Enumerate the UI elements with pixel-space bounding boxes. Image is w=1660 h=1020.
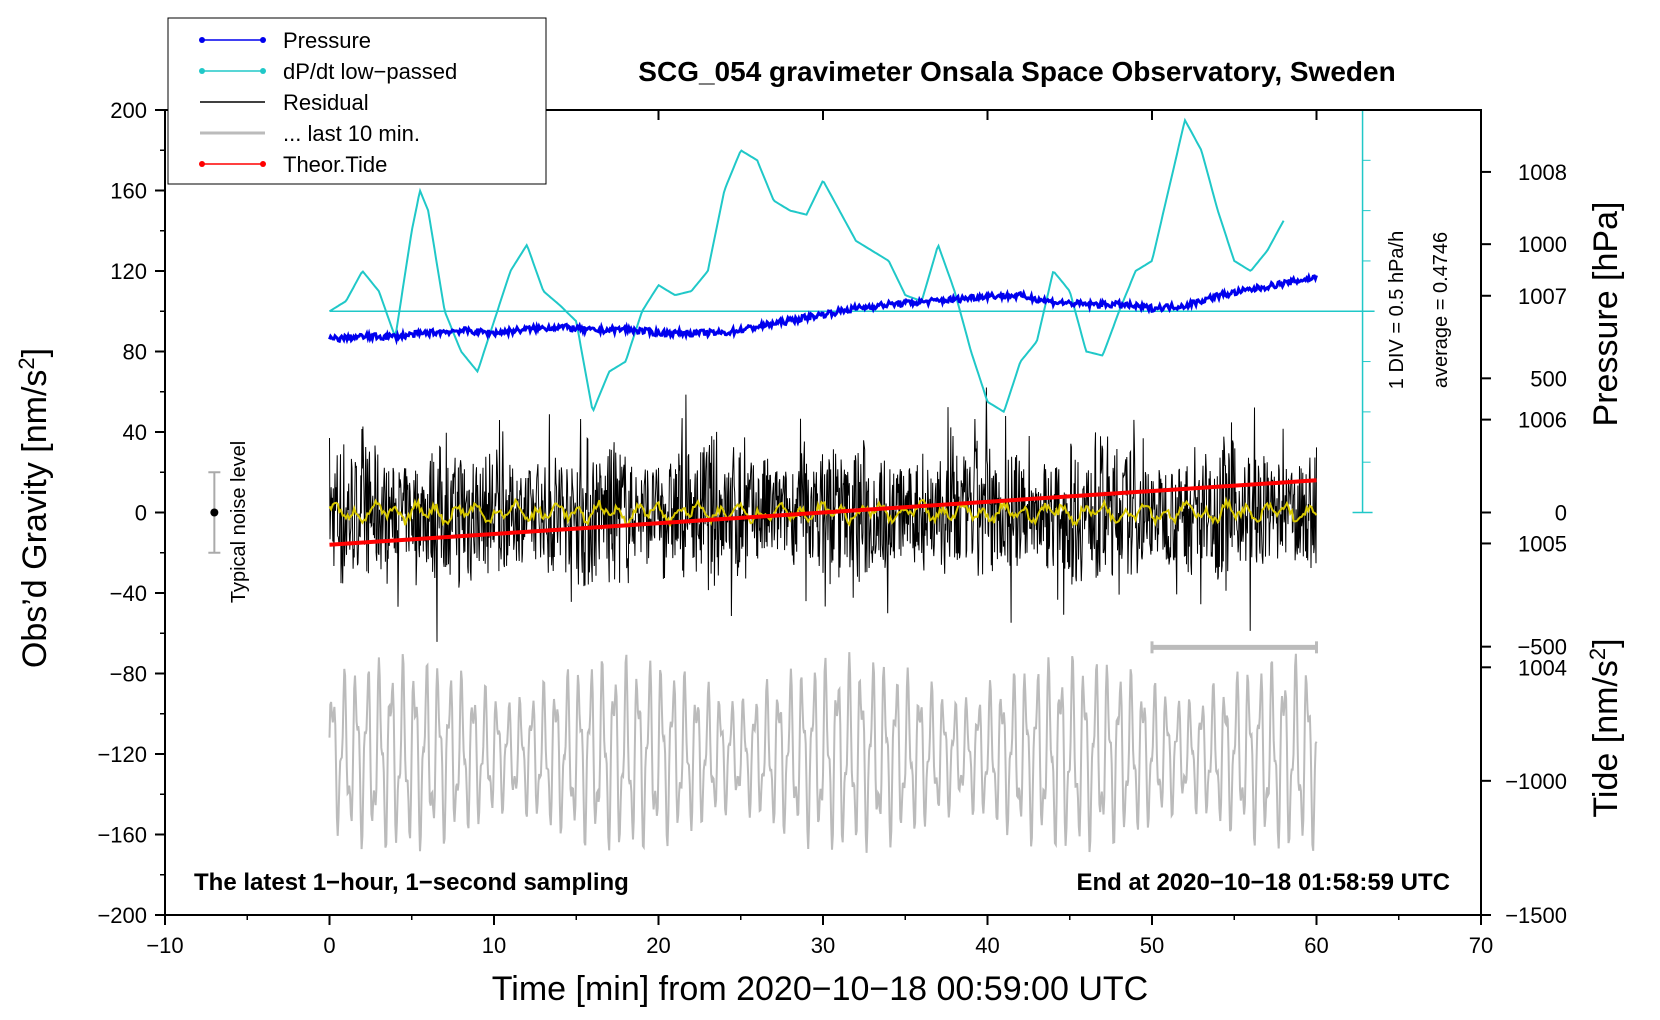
legend-marker xyxy=(260,161,266,167)
x-tick-label: 10 xyxy=(482,933,506,958)
residual-line xyxy=(329,387,1317,642)
tide-tick-label: 500 xyxy=(1530,366,1567,391)
pressure-tick-label: 1006 xyxy=(1518,408,1567,433)
pressure-axis-title: Pressure [hPa] xyxy=(1587,202,1625,427)
x-tick-label: −10 xyxy=(146,933,183,958)
x-tick-label: 60 xyxy=(1304,933,1328,958)
sampling-annotation: The latest 1−hour, 1−second sampling xyxy=(194,869,629,896)
tide-axis-title: Tide [nm/s2] xyxy=(1585,638,1626,817)
dpdt-line xyxy=(328,117,1285,414)
y-tick-label: −160 xyxy=(97,823,147,848)
x-tick-label: 30 xyxy=(811,933,835,958)
legend-label: Residual xyxy=(283,90,369,115)
end-time-annotation: End at 2020−10−18 01:58:59 UTC xyxy=(1076,869,1450,896)
x-tick-label: 40 xyxy=(975,933,999,958)
last10-layer xyxy=(328,641,1318,853)
pressure-tick-label: 1004 xyxy=(1518,655,1567,680)
y-tick-label: 0 xyxy=(135,501,147,526)
last10-line xyxy=(328,652,1318,853)
y-tick-label: −200 xyxy=(97,903,147,928)
tide-line xyxy=(329,478,1317,547)
y-tick-label: 200 xyxy=(110,98,147,123)
pressure-tick-label: 1008 xyxy=(1518,160,1567,185)
tide-tick-label: −500 xyxy=(1517,635,1567,660)
legend-box xyxy=(167,17,547,185)
legend-marker xyxy=(199,161,205,167)
tide-tick-label: −1500 xyxy=(1505,903,1567,928)
y-axis-title: Obs’d Gravity [nm/s2] xyxy=(14,348,55,668)
tide-tick-label: 1000 xyxy=(1518,232,1567,257)
legend-marker xyxy=(260,68,266,74)
y-tick-label: −120 xyxy=(97,742,147,767)
residual-layer xyxy=(328,387,1318,642)
legend-label: ... last 10 min. xyxy=(283,121,420,146)
y-tick-label: 120 xyxy=(110,259,147,284)
legend: Pressure dP/dt low−passed Residual ... last… xyxy=(167,17,547,185)
x-tick-label: 70 xyxy=(1469,933,1493,958)
tide-tick-label: −1000 xyxy=(1505,769,1567,794)
dpdt-div-label: 1 DIV = 0.5 hPa/h xyxy=(1386,231,1408,389)
noise-bar-dot xyxy=(210,508,219,517)
x-tick-label: 20 xyxy=(646,933,670,958)
legend-marker xyxy=(199,37,205,43)
axes-layer: −10 0 10 20 30 40 50 60 70 200 160 120 80 40 0 −40 −80 −1… xyxy=(97,98,1567,958)
legend-label: Theor.Tide xyxy=(283,152,387,177)
x-axis-title: Time [min] from 2020−10−18 00:59:00 UTC xyxy=(492,970,1148,1008)
tide-tick-label: 0 xyxy=(1555,501,1567,526)
legend-label: dP/dt low−passed xyxy=(283,59,457,84)
data-layer xyxy=(328,109,1375,547)
x-tick-label: 0 xyxy=(323,933,335,958)
residual-smoothed-line xyxy=(328,496,1318,528)
y-tick-label: 40 xyxy=(123,420,147,445)
noise-level-label: Typical noise level xyxy=(228,441,250,603)
x-tick-label: 50 xyxy=(1140,933,1164,958)
legend-marker xyxy=(199,68,205,74)
y-tick-label: −40 xyxy=(110,581,147,606)
dpdt-average-label: average = 0.4746 xyxy=(1430,232,1452,388)
pressure-tick-label: 1005 xyxy=(1518,531,1567,556)
y-tick-label: 80 xyxy=(123,340,147,365)
chart-title: SCG_054 gravimeter Onsala Space Observat… xyxy=(638,56,1395,87)
pressure-line xyxy=(328,271,1318,346)
pressure-tick-label: 1007 xyxy=(1518,284,1567,309)
y-tick-label: 160 xyxy=(110,179,147,204)
y-tick-label: −80 xyxy=(110,662,147,687)
legend-label: Pressure xyxy=(283,28,371,53)
legend-marker xyxy=(260,37,266,43)
